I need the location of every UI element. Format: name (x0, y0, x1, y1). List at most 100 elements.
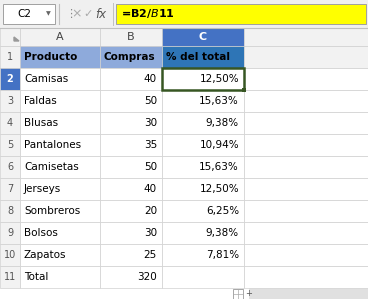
Bar (162, 68, 244, 90)
Bar (162, 266, 244, 288)
Bar (0, 222, 20, 244)
Text: Jerseys: Jerseys (24, 184, 61, 194)
Text: 10: 10 (4, 250, 16, 260)
Text: ⋮: ⋮ (65, 9, 76, 19)
Bar (162, 156, 244, 178)
Text: 12,50%: 12,50% (199, 74, 239, 84)
Bar (20, 156, 100, 178)
Text: 30: 30 (144, 228, 157, 238)
Bar (244, 68, 368, 90)
Bar (100, 222, 162, 244)
Bar (20, 90, 100, 112)
Bar (100, 134, 162, 156)
Bar (0, 68, 20, 90)
Text: 40: 40 (144, 184, 157, 194)
Bar (244, 244, 368, 266)
Bar (116, 4, 366, 24)
Bar (0, 156, 20, 178)
Text: 50: 50 (144, 96, 157, 106)
Text: ▼: ▼ (46, 11, 50, 16)
Bar (0, 266, 20, 288)
Text: Faldas: Faldas (24, 96, 57, 106)
Text: 4: 4 (7, 118, 13, 128)
Bar (0, 0, 368, 28)
Bar (0, 28, 249, 299)
Text: 9,38%: 9,38% (206, 118, 239, 128)
Text: ✓: ✓ (83, 9, 93, 19)
Bar (20, 200, 100, 222)
Text: 1: 1 (7, 52, 13, 62)
Text: 35: 35 (144, 140, 157, 150)
Text: 25: 25 (144, 250, 157, 260)
Bar (100, 90, 162, 112)
Text: Bolsos: Bolsos (24, 228, 58, 238)
Text: 50: 50 (144, 162, 157, 172)
Text: ×: × (72, 7, 82, 21)
Bar (162, 200, 244, 222)
Bar (244, 266, 368, 288)
Text: Producto: Producto (24, 52, 77, 62)
Text: 20: 20 (144, 206, 157, 216)
Bar (20, 266, 100, 288)
Text: Camisas: Camisas (24, 74, 68, 84)
Text: 15,63%: 15,63% (199, 96, 239, 106)
Text: 7: 7 (7, 184, 13, 194)
Bar (244, 178, 368, 200)
Text: C2: C2 (17, 9, 31, 19)
Bar (244, 200, 368, 222)
Text: C: C (199, 32, 207, 42)
Text: 5: 5 (7, 140, 13, 150)
Bar (100, 28, 162, 46)
Bar (244, 46, 368, 68)
Bar (0, 28, 20, 46)
Text: A: A (56, 32, 64, 42)
Bar (0, 46, 20, 68)
Bar (0, 244, 20, 266)
Bar (244, 134, 368, 156)
Bar (242, 88, 246, 92)
Bar (20, 134, 100, 156)
Bar (162, 112, 244, 134)
Bar (244, 112, 368, 134)
Text: Total: Total (24, 272, 48, 282)
Bar (100, 266, 162, 288)
Text: fx: fx (95, 7, 107, 21)
Text: Zapatos: Zapatos (24, 250, 67, 260)
Bar (162, 90, 244, 112)
Bar (100, 200, 162, 222)
Text: 40: 40 (144, 74, 157, 84)
Text: 11: 11 (4, 272, 16, 282)
Bar (100, 68, 162, 90)
Text: 6: 6 (7, 162, 13, 172)
Bar (0, 200, 20, 222)
Text: 320: 320 (137, 272, 157, 282)
Text: =B2/$B$11: =B2/$B$11 (121, 7, 175, 21)
Bar (100, 46, 162, 68)
Bar (20, 46, 100, 68)
Bar (100, 244, 162, 266)
Bar (100, 156, 162, 178)
Bar (20, 28, 100, 46)
Text: 8: 8 (7, 206, 13, 216)
Text: 12,50%: 12,50% (199, 184, 239, 194)
Text: 30: 30 (144, 118, 157, 128)
Bar (162, 28, 244, 46)
Bar (20, 244, 100, 266)
Bar (162, 244, 244, 266)
Bar (244, 90, 368, 112)
Text: Camisetas: Camisetas (24, 162, 79, 172)
Text: 9,38%: 9,38% (206, 228, 239, 238)
Text: % del total: % del total (166, 52, 230, 62)
Bar (244, 156, 368, 178)
Text: 9: 9 (7, 228, 13, 238)
Bar (162, 134, 244, 156)
Text: 10,94%: 10,94% (199, 140, 239, 150)
Text: Blusas: Blusas (24, 118, 58, 128)
Bar (233, 289, 243, 299)
Bar (20, 68, 100, 90)
Text: 6,25%: 6,25% (206, 206, 239, 216)
Bar (0, 90, 20, 112)
Bar (0, 178, 20, 200)
Text: Pantalones: Pantalones (24, 140, 81, 150)
Polygon shape (14, 37, 19, 41)
